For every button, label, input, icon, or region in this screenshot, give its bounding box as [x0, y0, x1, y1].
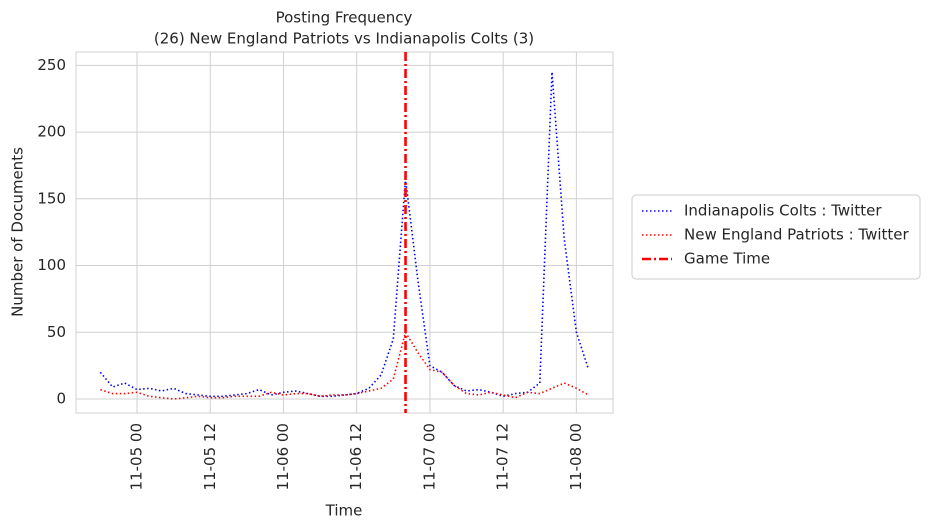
- x-tick-label: 11-06 00: [274, 423, 292, 490]
- data-line: [100, 330, 589, 400]
- data-line: [99, 71, 590, 398]
- x-tick-label: 11-07 00: [420, 423, 438, 490]
- x-tick-label: 11-05 00: [128, 423, 146, 490]
- x-axis-label: Time: [325, 502, 363, 520]
- y-tick-label: 50: [47, 323, 66, 341]
- x-tick-label: 11-08 00: [567, 423, 585, 490]
- y-tick-label: 250: [37, 56, 66, 74]
- y-tick-label: 200: [37, 123, 66, 141]
- y-tick-label: 150: [37, 189, 66, 207]
- x-tick-label: 11-06 12: [347, 423, 365, 490]
- legend-label: New England Patriots : Twitter: [684, 226, 909, 244]
- y-tick-label: 0: [56, 389, 66, 407]
- chart-title: Posting Frequency: [276, 9, 413, 27]
- x-tick-label: 11-07 12: [494, 423, 512, 490]
- legend-label: Game Time: [684, 250, 770, 268]
- legend-label: Indianapolis Colts : Twitter: [684, 202, 882, 220]
- legend-box: [631, 194, 921, 280]
- x-tick-label: 11-05 12: [201, 423, 219, 490]
- y-axis-label: Number of Documents: [9, 147, 27, 317]
- chart-subtitle: (26) New England Patriots vs Indianapoli…: [154, 30, 534, 48]
- plot-frame: [75, 51, 614, 414]
- y-tick-label: 100: [37, 256, 66, 274]
